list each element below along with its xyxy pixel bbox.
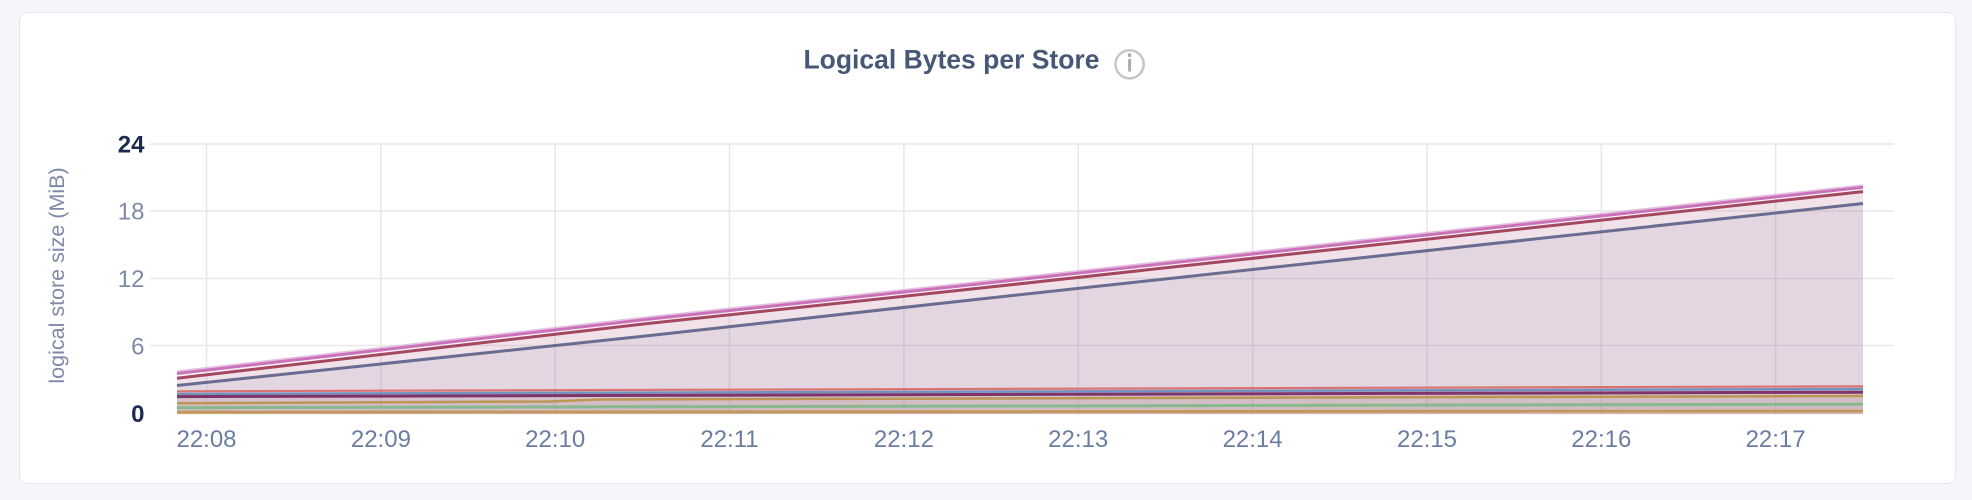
svg-text:22:15: 22:15 [1397, 426, 1457, 453]
svg-text:22:13: 22:13 [1048, 426, 1108, 453]
svg-text:22:08: 22:08 [176, 426, 236, 453]
svg-text:6: 6 [131, 333, 144, 360]
svg-text:22:17: 22:17 [1746, 426, 1806, 453]
svg-text:22:14: 22:14 [1223, 426, 1283, 453]
svg-text:Logical Bytes per Store: Logical Bytes per Store [803, 45, 1099, 75]
svg-text:0: 0 [131, 401, 144, 428]
svg-text:18: 18 [118, 199, 145, 226]
svg-text:22:12: 22:12 [874, 426, 934, 453]
svg-text:24: 24 [118, 132, 145, 159]
svg-text:12: 12 [118, 266, 145, 293]
svg-text:logical store size (MiB): logical store size (MiB) [45, 167, 69, 383]
svg-text:22:09: 22:09 [351, 426, 411, 453]
svg-text:22:11: 22:11 [700, 426, 758, 453]
svg-text:22:16: 22:16 [1571, 426, 1631, 453]
svg-text:22:10: 22:10 [525, 426, 585, 453]
